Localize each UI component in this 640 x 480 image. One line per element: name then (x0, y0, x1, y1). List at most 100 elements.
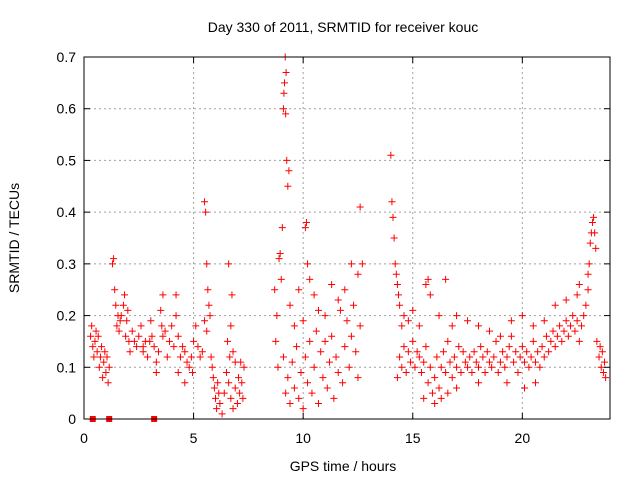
data-point (209, 374, 217, 382)
data-point (431, 399, 439, 407)
data-point (521, 384, 529, 392)
data-point (286, 301, 294, 309)
data-point (235, 374, 243, 382)
data-point (391, 260, 399, 268)
data-point (122, 332, 130, 340)
data-point (398, 322, 406, 330)
data-point (179, 343, 187, 351)
data-point (455, 343, 463, 351)
data-point (102, 368, 110, 376)
data-point (203, 260, 211, 268)
data-point (271, 286, 279, 294)
data-point (507, 332, 515, 340)
data-point (273, 312, 281, 320)
y-tick-label: 0.2 (57, 308, 77, 324)
data-point (453, 312, 461, 320)
data-point (110, 255, 118, 263)
data-point (490, 353, 498, 361)
data-point (317, 348, 325, 356)
data-point (228, 291, 236, 299)
data-point (225, 260, 233, 268)
data-point (94, 332, 102, 340)
data-point (556, 322, 564, 330)
data-point (159, 332, 167, 340)
data-point (590, 213, 598, 221)
data-point (288, 358, 296, 366)
data-point (442, 368, 450, 376)
data-point (284, 374, 292, 382)
data-point (531, 379, 539, 387)
data-point (290, 384, 298, 392)
data-point (330, 394, 338, 402)
data-point (531, 358, 539, 366)
data-point (108, 260, 116, 268)
data-point (310, 291, 318, 299)
data-point (185, 363, 193, 371)
data-point (586, 239, 594, 247)
data-point (159, 291, 167, 299)
data-point (431, 374, 439, 382)
data-point (400, 312, 408, 320)
data-point (562, 296, 570, 304)
data-point (304, 260, 312, 268)
data-point (336, 306, 344, 314)
data-point (88, 322, 96, 330)
data-point (446, 358, 454, 366)
data-point (279, 105, 287, 113)
data-point (117, 312, 125, 320)
data-point (208, 363, 216, 371)
data-point (442, 275, 450, 283)
data-point (483, 348, 491, 356)
data-point (181, 348, 189, 356)
data-point (501, 363, 509, 371)
data-point (98, 343, 106, 351)
data-point (485, 327, 493, 335)
data-point (155, 348, 163, 356)
data-point (352, 348, 360, 356)
data-point (240, 363, 248, 371)
data-point (112, 301, 120, 309)
data-point (428, 389, 436, 397)
data-point (139, 343, 147, 351)
data-point (277, 275, 285, 283)
data-point (341, 286, 349, 294)
data-point (534, 348, 542, 356)
y-tick-label: 0.3 (57, 256, 77, 272)
y-tick-label: 0.1 (57, 359, 77, 375)
data-point (420, 394, 428, 402)
data-point (276, 250, 284, 258)
data-point (319, 374, 327, 382)
data-point (310, 363, 318, 371)
data-point (475, 363, 482, 371)
data-point (496, 358, 504, 366)
data-point (477, 343, 485, 351)
data-point (196, 353, 204, 361)
data-point (521, 358, 529, 366)
data-point (466, 353, 474, 361)
data-point (396, 301, 404, 309)
data-point (437, 363, 445, 371)
data-point (542, 332, 550, 340)
data-point (578, 322, 586, 330)
x-tick-label: 0 (80, 430, 88, 446)
data-point (525, 363, 533, 371)
data-point (475, 322, 482, 330)
data-point (573, 317, 581, 325)
data-point (204, 286, 212, 294)
data-point (510, 358, 518, 366)
data-point (144, 353, 152, 361)
data-point (356, 322, 364, 330)
data-point (597, 363, 605, 371)
data-point (126, 348, 134, 356)
data-point (398, 363, 406, 371)
data-point (567, 322, 575, 330)
data-point (224, 337, 232, 345)
data-point (152, 368, 160, 376)
data-point (415, 322, 423, 330)
data-point (279, 353, 287, 361)
data-point (585, 260, 593, 268)
data-point (90, 353, 98, 361)
data-point (507, 317, 515, 325)
data-point (236, 389, 244, 397)
data-point (239, 394, 247, 402)
